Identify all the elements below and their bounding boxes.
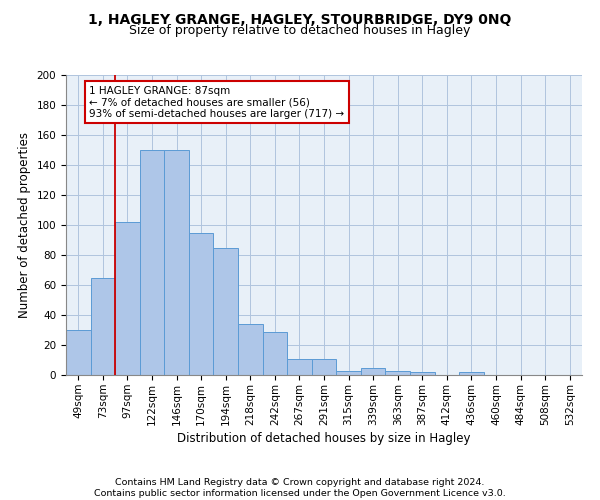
Bar xyxy=(214,248,238,375)
Text: Contains HM Land Registry data © Crown copyright and database right 2024.
Contai: Contains HM Land Registry data © Crown c… xyxy=(94,478,506,498)
Bar xyxy=(115,222,140,375)
Text: 1 HAGLEY GRANGE: 87sqm
← 7% of detached houses are smaller (56)
93% of semi-deta: 1 HAGLEY GRANGE: 87sqm ← 7% of detached … xyxy=(89,86,344,118)
Bar xyxy=(189,232,214,375)
Bar xyxy=(263,332,287,375)
Bar xyxy=(238,324,263,375)
Y-axis label: Number of detached properties: Number of detached properties xyxy=(18,132,31,318)
Bar xyxy=(410,372,434,375)
Bar xyxy=(385,370,410,375)
Bar xyxy=(91,278,115,375)
X-axis label: Distribution of detached houses by size in Hagley: Distribution of detached houses by size … xyxy=(177,432,471,444)
Bar xyxy=(336,370,361,375)
Bar xyxy=(140,150,164,375)
Text: 1, HAGLEY GRANGE, HAGLEY, STOURBRIDGE, DY9 0NQ: 1, HAGLEY GRANGE, HAGLEY, STOURBRIDGE, D… xyxy=(88,12,512,26)
Bar xyxy=(287,358,312,375)
Bar xyxy=(361,368,385,375)
Bar xyxy=(164,150,189,375)
Text: Size of property relative to detached houses in Hagley: Size of property relative to detached ho… xyxy=(130,24,470,37)
Bar xyxy=(459,372,484,375)
Bar xyxy=(66,330,91,375)
Bar xyxy=(312,358,336,375)
